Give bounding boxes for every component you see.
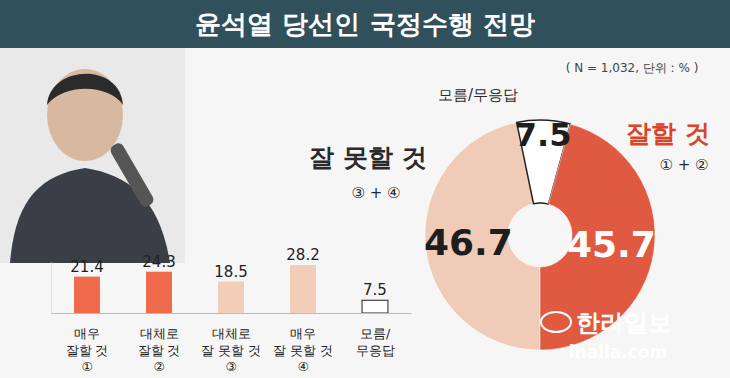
bar-label: 7.5	[363, 281, 387, 299]
photo-hair	[47, 74, 123, 105]
x-tick: 대체로잘할 것②	[138, 313, 181, 374]
photo-body	[10, 168, 170, 263]
x-axis-line	[52, 313, 412, 314]
x-tick-label: 모름/무응답	[356, 326, 395, 357]
donut-category-label: 모름/무응답	[438, 86, 518, 104]
x-tick-label: 대체로잘 못할 것③	[201, 326, 261, 374]
donut-sublabel: ① + ②	[660, 156, 709, 174]
bar-label: 28.2	[286, 246, 319, 264]
x-tick-label: 대체로잘할 것②	[138, 326, 181, 374]
x-tick-label: 매우잘 못할 것④	[273, 326, 333, 374]
bar	[290, 265, 316, 313]
x-tick-label-line: 잘할 것	[66, 343, 109, 358]
subtitle: ( N = 1,032, 단위 : % )	[566, 61, 699, 75]
x-tick-label: 매우잘할 것①	[66, 326, 109, 374]
x-tick-label-line: 매우	[290, 326, 316, 341]
bar	[362, 300, 388, 313]
logo-icon	[541, 312, 571, 332]
title: 윤석열 당선인 국정수행 전망	[195, 9, 534, 39]
bar-label: 21.4	[70, 258, 103, 276]
x-tick: 매우잘 못할 것④	[273, 313, 333, 374]
photo-bg	[0, 48, 185, 263]
bar	[218, 282, 244, 313]
x-tick-label-line: 잘 못할 것	[201, 343, 261, 358]
source-url: ihalla.com	[569, 342, 667, 362]
donut-labels: 46.7 7.5 45.7	[424, 116, 656, 265]
bar	[146, 272, 172, 313]
x-tick: 매우잘할 것①	[66, 313, 109, 374]
donut-value-label: 7.5	[515, 116, 572, 154]
donut-value-label: 46.7	[424, 222, 513, 263]
bar-label: 18.5	[214, 263, 247, 281]
donut-category-label: 잘 못할 것	[309, 143, 426, 172]
x-axis: 매우잘할 것①대체로잘할 것②대체로잘 못할 것③매우잘 못할 것④모름/무응답	[52, 313, 412, 374]
background	[0, 0, 730, 378]
x-tick-label-line: ①	[81, 359, 92, 374]
x-tick-label-line: 모름/	[360, 326, 391, 341]
photo-mic	[108, 141, 155, 209]
y-axis	[51, 263, 52, 314]
x-tick-label-line: ④	[297, 359, 308, 374]
x-tick: 모름/무응답	[356, 313, 395, 358]
photo	[0, 48, 185, 263]
y-axis-line	[51, 263, 52, 314]
x-tick-label-line: 대체로	[212, 326, 251, 341]
bar	[74, 277, 100, 313]
x-tick-label-line: 잘 못할 것	[273, 343, 333, 358]
chart-root: 윤석열 당선인 국정수행 전망( N = 1,032, 단위 : % )매우잘할…	[0, 0, 730, 378]
bar-labels: 21.4 24.3 18.5 28.2 7.5	[70, 246, 387, 299]
x-tick: 대체로잘 못할 것③	[201, 313, 261, 374]
x-tick-label-line: ②	[153, 359, 164, 374]
x-tick-label-line: 매우	[74, 326, 100, 341]
donut-value-label: 45.7	[567, 224, 656, 265]
x-tick-label-line: 대체로	[140, 326, 179, 341]
header-band	[0, 0, 730, 48]
bar-label: 24.3	[142, 253, 175, 271]
donut-category-label: 잘할 것	[626, 119, 710, 148]
source-name: 한라일보	[576, 309, 672, 337]
source-logo: 한라일보 ihalla.com	[541, 309, 672, 362]
x-tick-label-line: ③	[225, 359, 236, 374]
x-tick-label-line: 무응답	[356, 343, 395, 358]
donut-sublabel: ③ + ④	[352, 184, 401, 202]
donut-category-labels: 잘 못할 것 ③ + ④ 모름/무응답잘할 것 ① + ②	[309, 86, 710, 202]
x-tick-label-line: 잘할 것	[138, 343, 181, 358]
